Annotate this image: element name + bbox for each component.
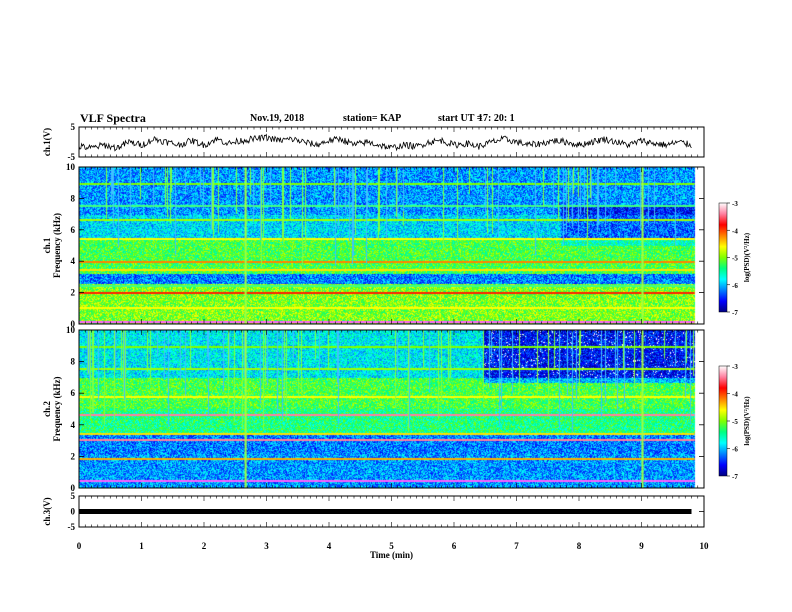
ch1-spec-heatmap [79, 167, 704, 324]
ch2-spec-ytick-label: 0 [71, 483, 76, 493]
ch1-spec-colorbar-tick-label: -5 [732, 255, 738, 263]
ch1-spec-ylabel: ch.1 [42, 237, 52, 253]
x-tick-label: 10 [700, 541, 710, 551]
ch1-spec-colorbar-tick-label: -7 [732, 309, 738, 317]
station-label: station= KAP [343, 113, 402, 124]
date-label: Nov.19, 2018 [250, 113, 305, 124]
ch1-spec-ylabel: Frequency (kHz) [52, 213, 62, 278]
x-tick-label: 9 [639, 541, 644, 551]
ch2-spec-ytick-label: 10 [66, 325, 76, 335]
ch2-spec-ytick-label: 4 [71, 420, 76, 430]
ch1-trace-line [78, 133, 692, 152]
x-tick-label: 3 [264, 541, 269, 551]
x-tick-label: 7 [514, 541, 519, 551]
ch2-spec-ytick-label: 6 [71, 388, 76, 398]
x-tick-label: 1 [139, 541, 144, 551]
ch1-spec-ytick-label: 2 [71, 288, 76, 298]
chart-title: VLF Spectra [80, 111, 146, 125]
ch1-wave-ytick-label: -5 [68, 152, 76, 162]
ch1-spec-ytick-label: 0 [71, 319, 76, 329]
ch1-spec-colorbar [718, 202, 728, 313]
start-ut-label: start UT = [438, 113, 483, 124]
ch1-wave-ytick-label: 5 [71, 122, 76, 132]
ch2-spec-colorbar-tick-label: -4 [732, 391, 738, 399]
x-tick-label: 6 [452, 541, 457, 551]
ch2-spec-colorbar-label: log(PSD)(V²/Hz) [743, 396, 751, 446]
ch2-spec-colorbar-tick-label: -5 [732, 418, 738, 426]
start-ut-value: 17: 20: 1 [478, 113, 515, 124]
ch1-spec-ytick-label: 10 [66, 162, 76, 172]
ch1-spec-colorbar-tick-label: -6 [732, 282, 738, 290]
ch2-spec-ylabel: ch.2 [42, 401, 52, 417]
ch1-wave-ylabel: ch.1(V) [42, 128, 52, 156]
ch1-spec-colorbar-tick-label: -3 [732, 200, 738, 208]
ch1-spec-ytick-label: 4 [71, 256, 76, 266]
ch1-spec-ytick-label: 6 [71, 225, 76, 235]
ch1-spec-ytick-label: 8 [71, 193, 76, 203]
ch3-wave-ylabel: ch.3(V) [42, 497, 52, 525]
ch2-spec-ytick-label: 2 [71, 451, 76, 461]
ch2-spec-ytick-label: 8 [71, 357, 76, 367]
ch3-wave-ytick-label: 0 [71, 507, 76, 517]
x-tick-label: 0 [77, 541, 82, 551]
ch1-spec-colorbar-tick-label: -4 [732, 227, 738, 235]
ch2-spec-ylabel: Frequency (kHz) [52, 376, 62, 441]
ch1-spec-colorbar-label: log(PSD)(V²/Hz) [743, 232, 751, 282]
ch2-spec-colorbar-tick-label: -6 [732, 446, 738, 454]
ch2-spec-colorbar-tick-label: -3 [732, 363, 738, 371]
x-tick-label: 2 [202, 541, 207, 551]
ch3-wave-ytick-label: -5 [68, 522, 76, 532]
x-tick-label: 4 [327, 541, 332, 551]
ch2-spec-colorbar-tick-label: -7 [732, 473, 738, 481]
ch2-spec-heatmap [79, 330, 704, 488]
ch3-wave-ytick-label: 5 [71, 491, 76, 501]
ch2-spec-colorbar [718, 365, 728, 477]
x-tick-label: 5 [389, 541, 394, 551]
x-axis-label: Time (min) [370, 550, 413, 560]
x-tick-label: 8 [577, 541, 582, 551]
